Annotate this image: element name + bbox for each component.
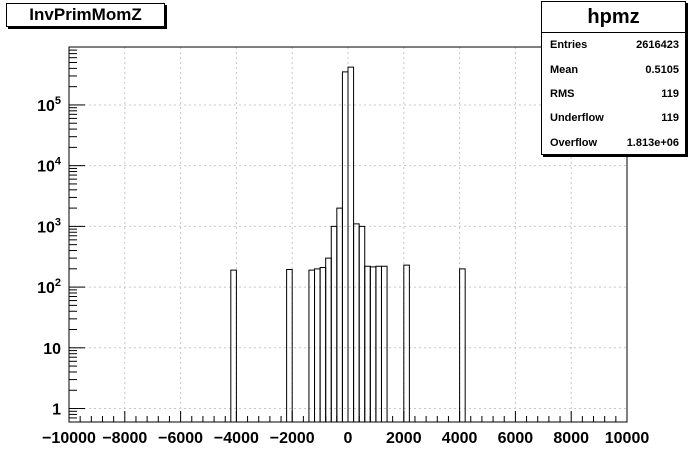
stats-value: 119 xyxy=(661,112,679,125)
histogram-bin xyxy=(319,267,327,422)
stats-histogram-name: hpmz xyxy=(542,2,685,33)
y-tick-label: 10 xyxy=(43,341,61,358)
stats-row-underflow: Underflow 119 xyxy=(542,106,685,130)
x-tick-label: 4000 xyxy=(442,430,478,447)
x-axis: −10000 −8000 −6000 −4000 −2000 0 2000 4000 6000 8… xyxy=(42,411,649,447)
histogram-bin xyxy=(308,269,316,422)
histogram-bin xyxy=(358,225,366,422)
histogram-bin xyxy=(380,265,388,422)
x-tick-label: −2000 xyxy=(270,430,315,447)
histogram-bin xyxy=(353,223,360,422)
y-axis: 1 10 102 103 104 105 xyxy=(37,46,85,423)
histogram-title: InvPrimMomZ xyxy=(6,3,165,27)
histogram-series xyxy=(230,66,466,422)
x-tick-label: 8000 xyxy=(553,430,589,447)
stats-row-rms: RMS 119 xyxy=(542,82,685,106)
y-tick-label: 104 xyxy=(37,156,62,176)
grid-layer xyxy=(69,47,627,422)
stats-value: 0.5105 xyxy=(645,63,679,76)
x-tick-label: 0 xyxy=(344,430,353,447)
histogram-bin xyxy=(459,268,466,422)
x-tick-label: 2000 xyxy=(386,430,422,447)
x-tick-label: 6000 xyxy=(498,430,534,447)
histogram-bin xyxy=(341,71,349,422)
stats-label: Mean xyxy=(550,63,579,76)
y-tick-label: 1 xyxy=(52,402,61,419)
histogram-title-text: InvPrimMomZ xyxy=(29,5,142,24)
y-tick-label: 102 xyxy=(37,277,61,297)
y-tick-label: 103 xyxy=(37,216,61,236)
x-tick-label: −10000 xyxy=(42,430,96,447)
histogram-bin xyxy=(375,265,382,422)
histogram-bin xyxy=(330,225,338,422)
stats-label: Entries xyxy=(550,39,588,52)
histogram-bin xyxy=(314,268,321,422)
histogram-bin xyxy=(325,257,332,422)
stats-value: 119 xyxy=(661,87,679,100)
stats-value: 1.813e+06 xyxy=(626,136,679,149)
y-tick-label: 105 xyxy=(37,95,61,115)
stats-row-entries: Entries 2616423 xyxy=(542,33,685,57)
histogram-bin xyxy=(286,268,293,422)
stats-label: Underflow xyxy=(550,112,604,125)
stats-label: RMS xyxy=(550,87,575,100)
histogram-bin xyxy=(364,265,371,422)
stats-panel: hpmz Entries 2616423 Mean 0.5105 RMS 119… xyxy=(541,1,686,155)
stats-row-overflow: Overflow 1.813e+06 xyxy=(542,131,685,155)
histogram-bin xyxy=(347,66,355,422)
histogram-bin xyxy=(369,266,377,422)
x-tick-label: 10000 xyxy=(605,430,650,447)
stats-row-mean: Mean 0.5105 xyxy=(542,57,685,81)
x-tick-label: −6000 xyxy=(158,430,203,447)
stats-value: 2616423 xyxy=(636,39,679,52)
histogram-bin xyxy=(336,207,343,422)
x-tick-label: −4000 xyxy=(214,430,259,447)
x-tick-label: −8000 xyxy=(102,430,147,447)
stats-label: Overflow xyxy=(550,136,598,149)
histogram-bin xyxy=(230,269,237,422)
histogram-bin xyxy=(403,264,410,422)
